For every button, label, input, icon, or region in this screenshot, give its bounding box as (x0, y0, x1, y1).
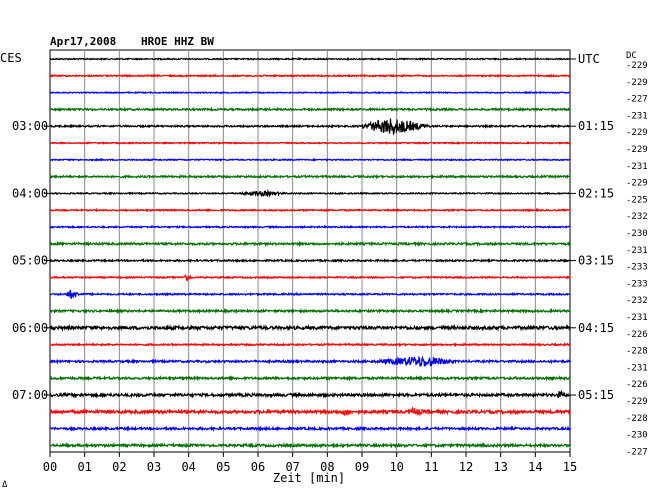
trace-20 (49, 389, 572, 399)
x-tick-label-01: 01 (77, 460, 91, 474)
left-hour-label-4: 03:00 (12, 119, 48, 133)
right-hour-label-0: UTC (578, 52, 600, 66)
right-hour-label-20: 05:15 (578, 388, 614, 402)
dc-value-8: -225 (626, 195, 648, 205)
dc-value-2: -227 (626, 95, 648, 105)
time-grid (44, 49, 576, 457)
dc-value-5: -229 (626, 145, 648, 155)
trace-12 (49, 258, 572, 264)
x-tick-label-13: 13 (493, 460, 507, 474)
trace-1 (49, 73, 571, 79)
trace-23 (49, 441, 572, 449)
dc-value-18: -231 (626, 363, 648, 373)
date-label: Apr17,2008 (50, 35, 116, 48)
plot-frame (49, 49, 571, 453)
left-timezone-label: CES (0, 51, 22, 65)
x-tick-label-12: 12 (459, 460, 473, 474)
x-tick-label-02: 02 (112, 460, 126, 474)
x-tick-label-08: 08 (320, 460, 334, 474)
x-tick-label-05: 05 (216, 460, 230, 474)
trace-22 (49, 425, 572, 433)
trace-21 (49, 406, 571, 417)
left-hour-label-8: 04:00 (12, 186, 48, 200)
dc-value-9: -232 (626, 212, 648, 222)
dc-value-23: -227 (626, 447, 648, 457)
trace-10 (49, 224, 571, 230)
x-tick-label-04: 04 (181, 460, 195, 474)
dc-value-16: -226 (626, 330, 648, 340)
corner-mark: Δ (2, 480, 8, 490)
dc-header-label: DC (626, 51, 637, 61)
trace-11 (49, 240, 572, 248)
x-tick-label-14: 14 (528, 460, 542, 474)
trace-3 (49, 106, 572, 113)
trace-6 (49, 157, 571, 162)
trace-15 (49, 307, 572, 315)
trace-8 (49, 188, 572, 198)
dc-value-7: -229 (626, 179, 648, 189)
x-tick-label-06: 06 (251, 460, 265, 474)
x-tick-label-03: 03 (147, 460, 161, 474)
dc-value-4: -229 (626, 128, 648, 138)
dc-value-12: -233 (626, 263, 648, 273)
x-tick-label-11: 11 (424, 460, 438, 474)
x-tick-label-10: 10 (389, 460, 403, 474)
dc-value-20: -229 (626, 397, 648, 407)
trace-5 (49, 140, 571, 145)
dc-value-14: -232 (626, 296, 648, 306)
left-hour-label-16: 06:00 (12, 321, 48, 335)
dc-value-21: -228 (626, 414, 648, 424)
trace-13 (49, 274, 571, 282)
dc-value-15: -231 (626, 313, 648, 323)
right-hour-label-12: 03:15 (578, 254, 614, 268)
x-tick-label-07: 07 (285, 460, 299, 474)
x-tick-label-15: 15 (563, 460, 577, 474)
trace-16 (49, 323, 571, 332)
left-hour-label-20: 07:00 (12, 388, 48, 402)
trace-18 (49, 355, 572, 367)
trace-7 (49, 173, 571, 180)
left-hour-label-12: 05:00 (12, 254, 48, 268)
dc-value-17: -228 (626, 347, 648, 357)
labels-group: 00 01 02 03 04 05 06 07 08 09 10 11 12 13 14 15 -229 -229… (12, 52, 648, 474)
dc-value-11: -231 (626, 246, 648, 256)
right-hour-label-4: 01:15 (578, 119, 614, 133)
trace-2 (49, 90, 571, 95)
trace-14 (49, 289, 571, 299)
dc-value-6: -231 (626, 162, 648, 172)
dc-value-13: -233 (626, 279, 648, 289)
right-hour-label-16: 04:15 (578, 321, 614, 335)
dc-value-0: -229 (626, 61, 648, 71)
dc-value-19: -226 (626, 380, 648, 390)
dc-value-1: -229 (626, 78, 648, 88)
x-axis-label: Zeit [min] (273, 471, 345, 485)
dc-value-3: -231 (626, 111, 648, 121)
traces-group (49, 56, 572, 449)
trace-4 (49, 118, 571, 136)
trace-17 (49, 341, 571, 348)
x-tick-label-09: 09 (355, 460, 369, 474)
station-label: HROE HHZ BW (141, 35, 214, 48)
dc-value-10: -230 (626, 229, 648, 239)
trace-9 (49, 207, 572, 213)
dc-value-22: -230 (626, 431, 648, 441)
x-tick-label-00: 00 (43, 460, 57, 474)
trace-19 (49, 374, 571, 382)
trace-0 (49, 56, 571, 61)
right-hour-label-8: 02:15 (578, 186, 614, 200)
